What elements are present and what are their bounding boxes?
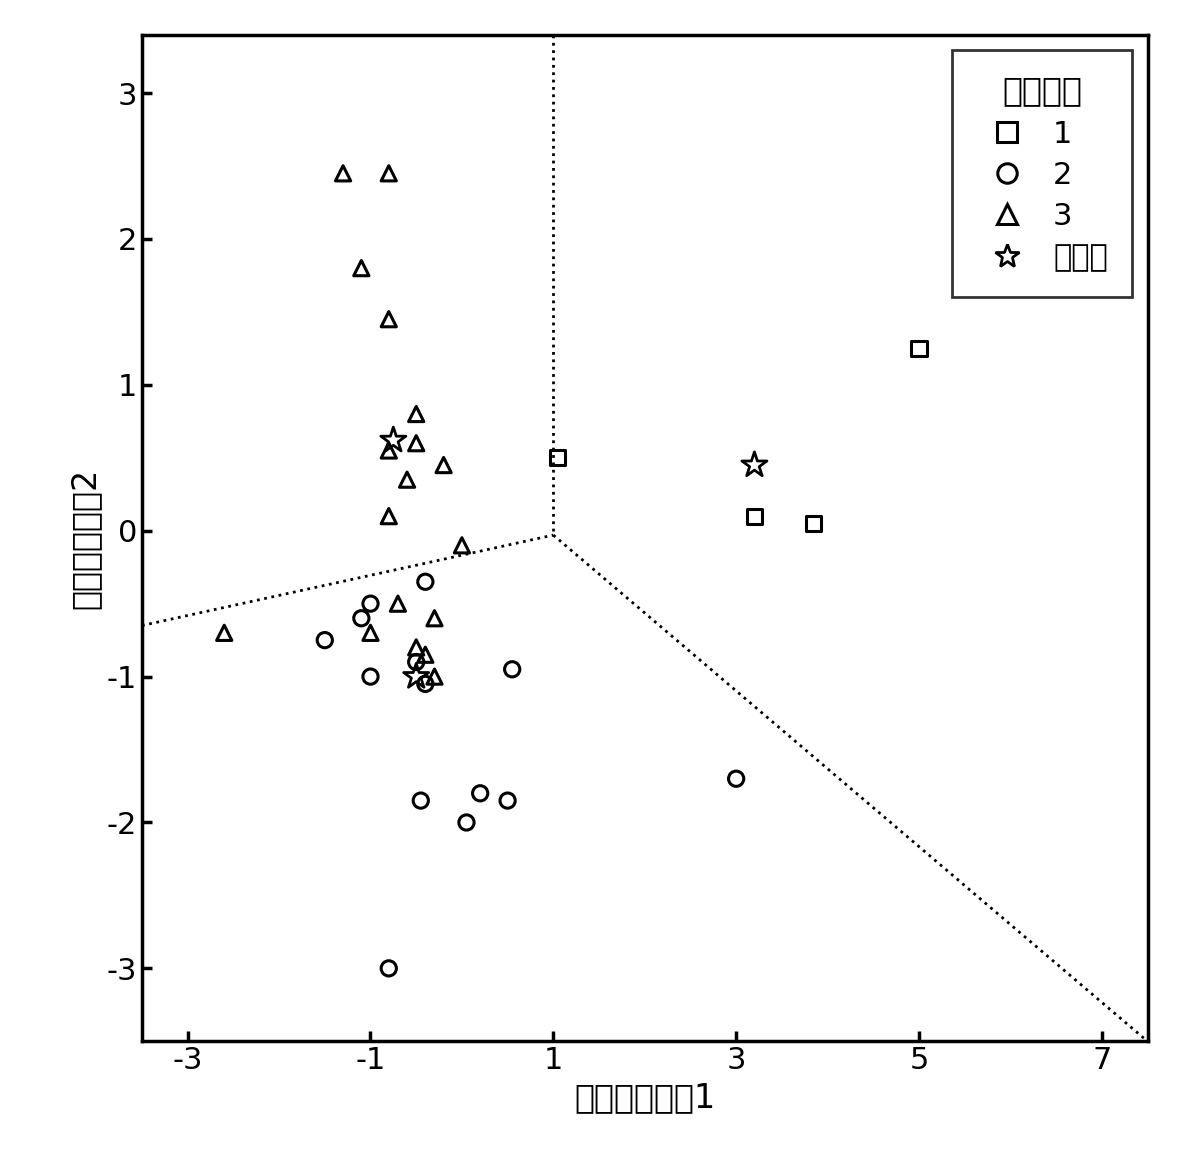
- Point: [351, 259, 370, 278]
- Point: [745, 507, 764, 525]
- Point: [361, 595, 380, 613]
- Point: [380, 310, 399, 329]
- Point: [471, 784, 490, 803]
- Point: [910, 339, 929, 358]
- Point: [361, 668, 380, 686]
- Point: [434, 456, 453, 474]
- Point: [397, 471, 416, 489]
- Point: [383, 432, 402, 450]
- Point: [416, 646, 435, 664]
- Point: [425, 668, 444, 686]
- Point: [380, 164, 399, 183]
- Point: [380, 441, 399, 459]
- Legend: 1, 2, 3, 组质心: 1, 2, 3, 组质心: [952, 50, 1132, 296]
- Point: [407, 639, 426, 657]
- Point: [380, 959, 399, 978]
- Point: [351, 609, 370, 627]
- Point: [407, 434, 426, 452]
- Point: [316, 631, 335, 649]
- Point: [412, 791, 431, 810]
- Point: [457, 813, 476, 832]
- Point: [407, 653, 426, 671]
- Point: [452, 536, 471, 554]
- Point: [361, 624, 380, 642]
- Point: [498, 791, 517, 810]
- Point: [503, 659, 522, 678]
- Point: [416, 675, 435, 693]
- Point: [804, 514, 823, 532]
- Point: [334, 164, 353, 183]
- Y-axis label: 典型判别函数2: 典型判别函数2: [69, 467, 101, 609]
- Point: [380, 507, 399, 525]
- Point: [388, 595, 407, 613]
- Point: [745, 456, 764, 474]
- Point: [425, 609, 444, 627]
- Point: [726, 769, 745, 788]
- Point: [215, 624, 234, 642]
- X-axis label: 典型判别函数1: 典型判别函数1: [574, 1081, 716, 1114]
- Point: [549, 449, 568, 467]
- Point: [416, 573, 435, 591]
- Point: [407, 668, 426, 686]
- Point: [407, 405, 426, 423]
